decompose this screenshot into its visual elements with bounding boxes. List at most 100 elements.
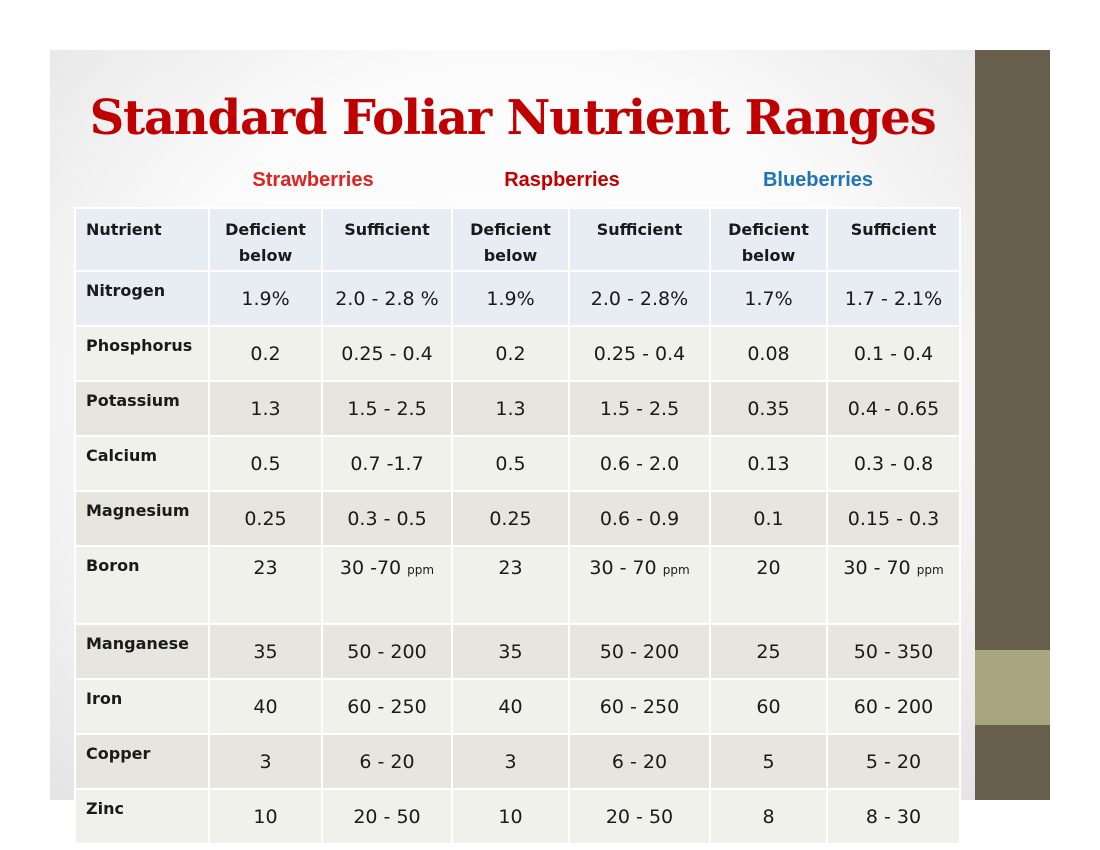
range-value: 10 bbox=[253, 805, 278, 828]
table-row: Iron 40 60 - 250 40 60 - 250 60 60 - 200 bbox=[74, 678, 961, 735]
range-cell: 10 bbox=[208, 788, 323, 845]
range-cell: 0.25 bbox=[208, 490, 323, 547]
range-cell: 20 - 50 bbox=[568, 788, 711, 845]
range-value: 1.3 bbox=[495, 397, 526, 420]
nutrient-name-text: Copper bbox=[86, 744, 151, 763]
range-cell: 50 - 200 bbox=[568, 623, 711, 680]
header-nutrient: Nutrient bbox=[74, 207, 210, 272]
header-deficient: Deficient below bbox=[208, 207, 323, 272]
range-cell: 50 - 350 bbox=[826, 623, 961, 680]
range-cell: 0.25 - 0.4 bbox=[321, 325, 453, 382]
range-value: 35 bbox=[498, 640, 523, 663]
range-value: 0.25 bbox=[244, 507, 287, 530]
slide-title: Standard Foliar Nutrient Ranges bbox=[89, 90, 937, 146]
nutrient-name: Phosphorus bbox=[74, 325, 210, 382]
range-value: 0.15 - 0.3 bbox=[847, 507, 940, 530]
range-cell: 1.7% bbox=[709, 270, 828, 327]
range-cell: 60 bbox=[709, 678, 828, 735]
nutrient-name: Iron bbox=[74, 678, 210, 735]
range-cell: 2.0 - 2.8% bbox=[568, 270, 711, 327]
range-value: 0.25 bbox=[489, 507, 532, 530]
range-cell: 0.2 bbox=[451, 325, 570, 382]
nutrient-name-text: Calcium bbox=[86, 446, 158, 465]
range-cell: 0.3 - 0.5 bbox=[321, 490, 453, 547]
table-row: Zinc 10 20 - 50 10 20 - 50 8 8 - 30 bbox=[74, 788, 961, 845]
range-value: 0.1 - 0.4 bbox=[853, 342, 934, 365]
range-cell: 0.7 -1.7 bbox=[321, 435, 453, 492]
range-value: 0.13 bbox=[747, 452, 790, 475]
range-cell: 0.25 - 0.4 bbox=[568, 325, 711, 382]
nutrient-name: Magnesium bbox=[74, 490, 210, 547]
table-row: Nitrogen 1.9% 2.0 - 2.8 % 1.9% 2.0 - 2.8% 1.7… bbox=[74, 270, 961, 327]
range-value: 20 - 50 bbox=[605, 805, 674, 828]
range-cell: 60 - 250 bbox=[568, 678, 711, 735]
range-cell: 40 bbox=[451, 678, 570, 735]
range-cell: 60 - 200 bbox=[826, 678, 961, 735]
range-cell: 50 - 200 bbox=[321, 623, 453, 680]
nutrient-name: Copper bbox=[74, 733, 210, 790]
nutrient-table: Nutrient Deficient below Sufficient Defic… bbox=[74, 207, 961, 845]
range-value: 60 bbox=[756, 695, 781, 718]
range-value: 30 - 70 bbox=[589, 557, 657, 579]
range-value: 8 - 30 bbox=[865, 805, 922, 828]
range-value: 1.5 - 2.5 bbox=[347, 397, 427, 420]
range-cell: 30 - 70 ppm bbox=[568, 545, 711, 625]
range-value: 0.1 bbox=[753, 507, 784, 530]
range-value: 8 bbox=[762, 805, 775, 828]
range-cell: 0.5 bbox=[208, 435, 323, 492]
range-cell: 6 - 20 bbox=[321, 733, 453, 790]
nutrient-name-text: Potassium bbox=[86, 391, 180, 410]
range-value: 0.25 - 0.4 bbox=[593, 342, 686, 365]
range-cell: 35 bbox=[451, 623, 570, 680]
range-cell: 20 - 50 bbox=[321, 788, 453, 845]
range-cell: 3 bbox=[208, 733, 323, 790]
nutrient-name: Zinc bbox=[74, 788, 210, 845]
nutrient-name-text: Magnesium bbox=[86, 501, 190, 520]
range-cell: 6 - 20 bbox=[568, 733, 711, 790]
range-cell: 5 - 20 bbox=[826, 733, 961, 790]
range-value: 10 bbox=[498, 805, 523, 828]
range-value: 6 - 20 bbox=[359, 750, 415, 773]
range-cell: 0.6 - 0.9 bbox=[568, 490, 711, 547]
nutrient-name: Boron bbox=[74, 545, 210, 625]
range-cell: 1.5 - 2.5 bbox=[321, 380, 453, 437]
slide: Standard Foliar Nutrient Ranges Strawber… bbox=[50, 50, 975, 845]
unit-label: ppm bbox=[916, 563, 944, 577]
table-row: Phosphorus 0.2 0.25 - 0.4 0.2 0.25 - 0.4 0.08… bbox=[74, 325, 961, 382]
range-cell: 8 - 30 bbox=[826, 788, 961, 845]
range-value: 0.6 - 0.9 bbox=[599, 507, 680, 530]
range-cell: 0.5 bbox=[451, 435, 570, 492]
range-value: 30 -70 bbox=[339, 557, 402, 579]
nutrient-name: Nitrogen bbox=[74, 270, 210, 327]
range-value: 1.3 bbox=[250, 397, 281, 420]
range-cell: 0.13 bbox=[709, 435, 828, 492]
range-value: 3 bbox=[504, 750, 517, 773]
range-value: 50 - 350 bbox=[853, 640, 934, 663]
table-body: Nitrogen 1.9% 2.0 - 2.8 % 1.9% 2.0 - 2.8% 1.7… bbox=[74, 270, 961, 845]
crop-label-blueberries: Blueberries bbox=[762, 169, 874, 191]
range-value: 1.5 - 2.5 bbox=[599, 397, 680, 420]
range-cell: 0.15 - 0.3 bbox=[826, 490, 961, 547]
range-value: 1.7% bbox=[744, 287, 793, 310]
range-cell: 8 bbox=[709, 788, 828, 845]
range-cell: 0.1 bbox=[709, 490, 828, 547]
header-sufficient: Sufficient bbox=[568, 207, 711, 272]
range-value: 30 - 70 bbox=[843, 557, 911, 579]
table-row: Boron 23 30 -70 ppm 23 30 - 70 ppm 20 30 - 70 … bbox=[74, 545, 961, 625]
range-value: 6 - 20 bbox=[611, 750, 668, 773]
range-value: 50 - 200 bbox=[599, 640, 680, 663]
range-value: 0.25 - 0.4 bbox=[341, 342, 433, 365]
table-row: Manganese 35 50 - 200 35 50 - 200 25 50 - 350 bbox=[74, 623, 961, 680]
nutrient-name: Manganese bbox=[74, 623, 210, 680]
range-cell: 0.08 bbox=[709, 325, 828, 382]
nutrient-name-text: Manganese bbox=[86, 634, 189, 653]
range-value: 0.2 bbox=[250, 342, 281, 365]
range-value: 40 bbox=[498, 695, 523, 718]
range-cell: 30 -70 ppm bbox=[321, 545, 453, 625]
range-cell: 23 bbox=[208, 545, 323, 625]
range-value: 0.5 bbox=[495, 452, 526, 475]
nutrient-name: Potassium bbox=[74, 380, 210, 437]
header-deficient: Deficient below bbox=[451, 207, 570, 272]
decorative-sidebar-accent bbox=[975, 650, 1050, 725]
nutrient-name-text: Phosphorus bbox=[86, 336, 193, 355]
